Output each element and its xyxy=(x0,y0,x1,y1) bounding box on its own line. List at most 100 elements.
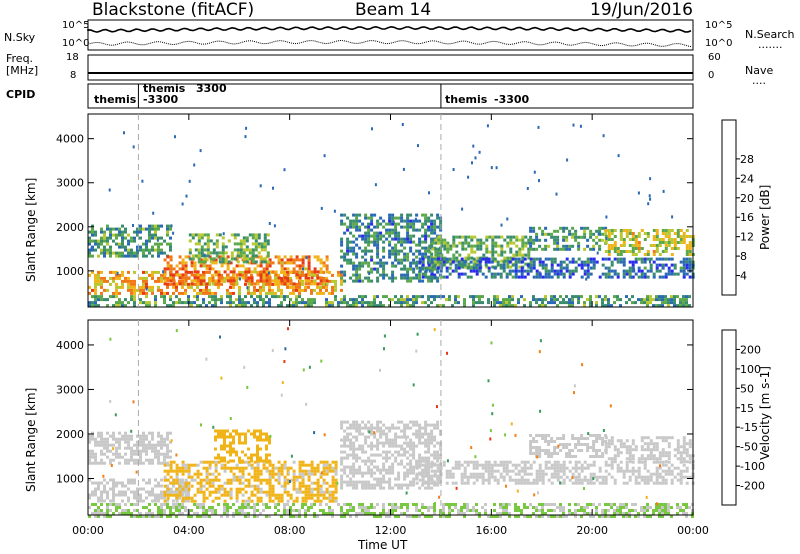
data-cell xyxy=(586,272,590,276)
data-cell xyxy=(484,257,488,261)
data-cell xyxy=(628,232,632,235)
data-cell xyxy=(625,439,629,443)
data-cell xyxy=(298,258,302,262)
data-cell xyxy=(211,478,215,482)
data-cell xyxy=(136,254,139,258)
data-cell xyxy=(382,273,386,277)
data-cell xyxy=(343,471,347,475)
data-cell xyxy=(562,472,566,476)
data-cell xyxy=(103,490,106,494)
data-cell xyxy=(160,273,163,277)
data-cell xyxy=(631,442,635,446)
data-cell xyxy=(418,276,422,280)
data-cell xyxy=(625,448,629,452)
data-cell xyxy=(592,440,596,443)
data-cell xyxy=(388,222,392,226)
data-cell xyxy=(403,465,407,469)
data-cell xyxy=(409,444,413,448)
data-cell xyxy=(568,269,572,273)
data-cell xyxy=(112,503,115,506)
data-cell xyxy=(88,236,91,240)
data-cell xyxy=(322,496,326,500)
data-cell xyxy=(172,285,175,289)
data-cell xyxy=(211,472,215,476)
data-cell xyxy=(349,298,352,302)
data-cell xyxy=(88,440,91,444)
data-cell xyxy=(103,484,106,488)
data-cell xyxy=(340,480,344,484)
data-cell xyxy=(289,258,293,262)
data-cell xyxy=(382,444,386,448)
data-cell xyxy=(427,279,431,283)
data-cell xyxy=(245,239,249,243)
data-cell xyxy=(205,481,209,485)
data-cell xyxy=(403,471,407,475)
data-cell xyxy=(415,298,418,302)
data-cell xyxy=(448,472,452,476)
data-cell xyxy=(160,224,163,228)
data-cell xyxy=(313,481,317,485)
data-cell xyxy=(610,229,614,232)
data-cell xyxy=(430,463,434,467)
data-cell xyxy=(133,443,136,447)
noise-search-dots: ....... xyxy=(758,38,783,51)
data-cell xyxy=(115,233,118,237)
data-cell xyxy=(472,295,475,299)
data-cell xyxy=(406,270,410,274)
data-cell xyxy=(577,295,580,299)
data-cell xyxy=(88,285,91,289)
data-cell xyxy=(106,248,109,252)
data-cell xyxy=(127,270,130,274)
data-cell xyxy=(433,456,437,460)
data-cell xyxy=(676,448,680,452)
data-cell xyxy=(163,298,166,302)
data-cell xyxy=(643,466,647,470)
data-cell xyxy=(601,452,605,455)
data-cell xyxy=(334,460,338,464)
data-cell xyxy=(385,441,389,445)
scatter-point xyxy=(427,261,430,265)
data-cell xyxy=(239,248,243,252)
data-cell xyxy=(233,248,237,252)
data-cell xyxy=(664,478,668,482)
scatter-point xyxy=(486,124,489,128)
data-cell xyxy=(379,426,383,430)
data-cell xyxy=(673,475,677,479)
data-cell xyxy=(421,252,425,256)
data-cell xyxy=(476,238,480,242)
data-cell xyxy=(193,493,197,497)
data-cell xyxy=(100,242,103,246)
data-cell xyxy=(188,233,192,237)
data-cell xyxy=(415,249,419,253)
data-cell xyxy=(232,291,235,295)
data-cell xyxy=(310,282,314,286)
data-cell xyxy=(181,291,184,295)
data-cell xyxy=(478,295,481,299)
data-cell xyxy=(130,455,133,459)
data-cell xyxy=(112,478,115,482)
data-cell xyxy=(436,478,440,482)
data-cell xyxy=(94,230,97,234)
data-cell xyxy=(376,429,380,433)
data-cell xyxy=(100,449,103,453)
data-cell xyxy=(379,429,383,433)
data-cell xyxy=(214,295,217,299)
data-cell xyxy=(221,248,225,252)
data-cell xyxy=(148,512,151,515)
scatter-point xyxy=(323,154,326,158)
data-cell xyxy=(205,472,209,476)
cpid-entry-1-value: -3300 xyxy=(143,93,179,106)
scatter-point xyxy=(533,170,536,174)
data-cell xyxy=(424,219,428,223)
data-cell xyxy=(229,261,233,265)
data-cell xyxy=(142,270,145,274)
data-cell xyxy=(340,483,344,487)
data-cell xyxy=(214,261,218,265)
data-cell xyxy=(235,475,239,479)
data-cell xyxy=(535,469,539,473)
data-cell xyxy=(643,436,647,440)
data-cell xyxy=(559,475,563,479)
data-cell xyxy=(205,478,209,482)
data-cell xyxy=(514,466,518,470)
data-cell xyxy=(664,235,668,238)
